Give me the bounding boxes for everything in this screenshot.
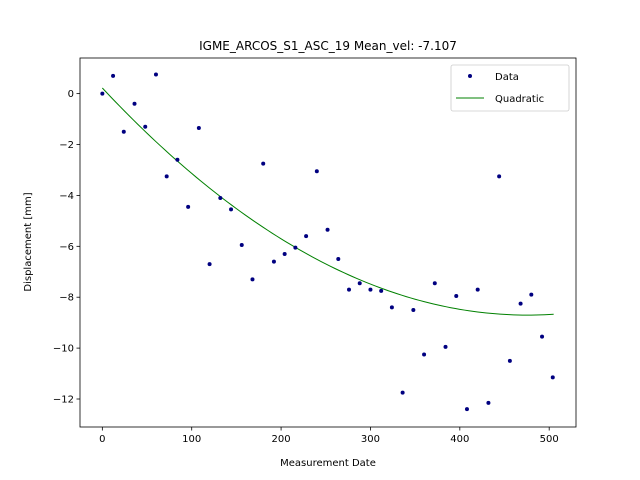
data-point: [443, 344, 448, 349]
x-tick-label: 100: [182, 434, 201, 445]
data-point: [293, 245, 298, 250]
data-point: [486, 400, 491, 405]
data-point: [175, 157, 180, 162]
data-point: [164, 174, 169, 179]
data-point: [111, 73, 116, 78]
x-axis-label: Measurement Date: [280, 458, 376, 469]
data-point: [250, 277, 255, 282]
data-point: [518, 301, 523, 306]
data-point: [368, 287, 373, 292]
y-tick-label: −10: [53, 344, 74, 355]
data-point: [186, 204, 191, 209]
data-point: [336, 257, 341, 262]
legend: Data Quadratic: [450, 64, 570, 112]
chart-title: IGME_ARCOS_S1_ASC_19 Mean_vel: -7.107: [199, 39, 457, 53]
data-point: [400, 390, 405, 395]
data-point: [282, 251, 287, 256]
legend-box: [450, 64, 570, 112]
x-tick-label: 500: [540, 434, 559, 445]
y-tick-label: 0: [68, 89, 74, 100]
data-point: [540, 334, 545, 339]
data-point: [304, 234, 309, 239]
y-axis-ticks: 0 −2 −4 −6 −8 −10 −12: [53, 89, 80, 406]
y-axis-label: Displacement [mm]: [23, 192, 34, 291]
y-tick-label: −2: [59, 140, 74, 151]
y-tick-label: −4: [59, 191, 74, 202]
y-tick-label: −12: [53, 395, 74, 406]
data-point: [239, 243, 244, 248]
x-tick-label: 0: [99, 434, 105, 445]
y-tick-label: −6: [59, 242, 74, 253]
legend-quadratic-label: Quadratic: [495, 94, 544, 105]
x-axis-ticks: 0 100 200 300 400 500: [99, 427, 559, 445]
data-point: [464, 407, 469, 412]
data-point: [432, 281, 437, 286]
data-point: [422, 352, 427, 357]
data-point: [325, 227, 330, 232]
data-point: [218, 195, 223, 200]
data-point: [314, 169, 319, 174]
data-point: [411, 307, 416, 312]
data-point: [497, 174, 502, 179]
data-points-layer: [100, 72, 555, 412]
plot-area: [80, 58, 576, 427]
data-point: [529, 292, 534, 297]
data-point: [100, 91, 105, 96]
y-tick-label: −8: [59, 293, 74, 304]
data-point: [475, 287, 480, 292]
data-point: [132, 101, 137, 106]
data-point: [153, 72, 158, 77]
data-point: [347, 287, 352, 292]
data-point: [507, 358, 512, 363]
x-tick-label: 300: [361, 434, 380, 445]
data-point: [389, 305, 394, 310]
data-point: [121, 129, 126, 134]
data-point: [261, 161, 266, 166]
data-point: [550, 375, 555, 380]
data-point: [454, 293, 459, 298]
data-point: [379, 288, 384, 293]
data-point: [229, 207, 234, 212]
data-point: [196, 125, 201, 130]
x-tick-label: 200: [272, 434, 291, 445]
data-point: [207, 262, 212, 267]
data-point: [143, 124, 148, 129]
legend-data-marker: [468, 74, 472, 78]
plot-frame: [79, 57, 577, 428]
x-tick-label: 400: [450, 434, 469, 445]
data-point: [271, 259, 276, 264]
data-point: [357, 281, 362, 286]
legend-data-label: Data: [495, 72, 519, 83]
